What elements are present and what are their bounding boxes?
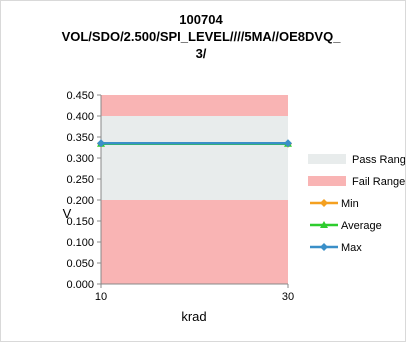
band-layer	[101, 95, 288, 284]
band-pass-range-1	[101, 116, 288, 200]
y-tick-label: 0.250	[66, 174, 94, 186]
legend-label-min: Min	[341, 198, 359, 210]
legend-label-fail-range: Fail Range	[352, 176, 405, 188]
y-tick-label: 0.050	[66, 258, 94, 270]
band-fail-range-2	[101, 95, 288, 116]
axes-layer: 0.000 0.050 0.100 0.150 0.200 0.250 0.300 0.350…	[66, 90, 294, 303]
chart-title-line-1: 100704	[179, 12, 223, 27]
legend-layer: Pass Range Fail Range Min Average Max	[308, 154, 405, 254]
x-tick-label: 30	[282, 291, 294, 303]
band-fail-range-0	[101, 200, 288, 284]
legend-swatch-pass-range	[308, 154, 346, 164]
y-tick-label: 0.350	[66, 132, 94, 144]
legend-marker-max	[320, 243, 328, 251]
y-tick-label: 0.100	[66, 237, 94, 249]
chart-title-line-2: VOL/SDO/2.500/SPI_LEVEL////5MA//OE8DVQ_	[61, 29, 341, 44]
legend-label-average: Average	[341, 220, 382, 232]
x-axis-label: krad	[181, 309, 206, 324]
legend-label-pass-range: Pass Range	[352, 154, 405, 166]
y-tick-label: 0.200	[66, 195, 94, 207]
series-point-max	[284, 139, 292, 148]
y-tick-label: 0.000	[66, 279, 94, 291]
legend-marker-average	[320, 221, 328, 228]
legend-marker-min	[320, 199, 328, 207]
legend-label-max: Max	[341, 242, 362, 254]
series-layer	[97, 139, 292, 148]
legend-swatch-fail-range	[308, 176, 346, 186]
x-tick-label: 10	[95, 291, 107, 303]
series-point-max	[97, 139, 105, 148]
y-axis-label: V	[63, 206, 72, 221]
y-tick-label: 0.300	[66, 153, 94, 165]
y-tick-label: 0.400	[66, 111, 94, 123]
y-tick-label: 0.450	[66, 90, 94, 102]
chart-title-line-3: 3/	[195, 46, 207, 61]
y-tick-label: 0.150	[66, 216, 94, 228]
